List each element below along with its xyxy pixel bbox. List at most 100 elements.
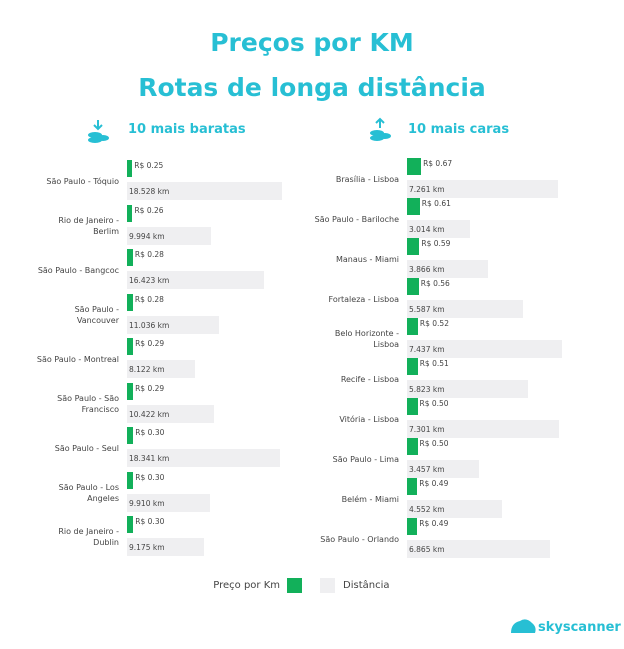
category-label: São Paulo - São Francisco bbox=[57, 393, 119, 414]
distance-label: 3.866 km bbox=[409, 265, 445, 274]
distance-label: 10.422 km bbox=[129, 409, 170, 419]
price-label: R$ 0.59 bbox=[421, 239, 451, 248]
category-label: São Paulo - Tóquio bbox=[46, 176, 119, 186]
distance-bar bbox=[127, 315, 220, 334]
price-bar bbox=[407, 158, 422, 175]
price-label: R$ 0.26 bbox=[134, 205, 164, 215]
category-label: Rio de Janeiro - Dublin bbox=[58, 527, 119, 547]
distance-label: 9.910 km bbox=[129, 498, 165, 508]
price-label: R$ 0.61 bbox=[421, 199, 451, 208]
distance-bar bbox=[407, 340, 562, 358]
distance-label: 7.301 km bbox=[409, 425, 445, 434]
category-label: São Paulo - Montreal bbox=[36, 354, 119, 364]
distance-label: 9.994 km bbox=[129, 231, 165, 241]
price-label: R$ 0.29 bbox=[135, 383, 165, 393]
price-label: R$ 0.29 bbox=[135, 339, 165, 348]
category-label: São Paulo - Orlando bbox=[320, 534, 399, 544]
distance-label: 3.014 km bbox=[409, 225, 445, 234]
category-label: São Paulo - Los Angeles bbox=[58, 482, 119, 503]
distance-label: 3.457 km bbox=[409, 465, 445, 474]
distance-label: 11.036 km bbox=[129, 320, 170, 330]
category-label: São Paulo - Bariloche bbox=[314, 214, 399, 224]
brand-name: skyscanner bbox=[538, 620, 621, 635]
price-label: R$ 0.56 bbox=[420, 279, 450, 288]
distance-bar bbox=[407, 220, 470, 238]
distance-bar bbox=[127, 493, 210, 512]
price-label: R$ 0.30 bbox=[135, 517, 165, 526]
category-label: Belém - Miami bbox=[341, 494, 399, 504]
distance-bar bbox=[407, 260, 488, 278]
category-label: Manaus - Miami bbox=[335, 254, 399, 264]
brand-logo bbox=[511, 619, 536, 633]
price-bar bbox=[127, 204, 133, 222]
category-label: Vitória - Lisboa bbox=[339, 414, 399, 424]
distance-label: 16.423 km bbox=[129, 276, 170, 285]
distance-bar bbox=[407, 420, 560, 438]
category-label: Brasília - Lisboa bbox=[335, 174, 399, 184]
price-bar bbox=[407, 438, 418, 455]
category-label: Rio de Janeiro - Berlim bbox=[58, 215, 119, 236]
price-label: R$ 0.25 bbox=[134, 161, 164, 170]
distance-bar bbox=[127, 404, 215, 423]
price-bar bbox=[407, 198, 420, 215]
category-label: São Paulo - Seul bbox=[54, 443, 119, 453]
distance-bar bbox=[127, 182, 282, 200]
distance-bar bbox=[127, 449, 281, 467]
price-bar bbox=[407, 478, 418, 495]
icon-up bbox=[370, 117, 391, 141]
category-label: São Paulo - Lima bbox=[332, 454, 399, 464]
distance-bar bbox=[407, 180, 559, 198]
legend-swatch bbox=[287, 578, 302, 593]
price-bar bbox=[127, 427, 134, 444]
price-bar bbox=[407, 318, 418, 335]
category-label: São Paulo - Bangcoc bbox=[37, 265, 119, 275]
distance-bar bbox=[407, 540, 551, 558]
price-label: R$ 0.28 bbox=[134, 250, 164, 259]
distance-bar bbox=[127, 271, 265, 289]
distance-bar bbox=[407, 380, 529, 398]
distance-label: 9.175 km bbox=[129, 543, 165, 552]
distance-label: 4.552 km bbox=[409, 505, 445, 514]
price-bar bbox=[127, 249, 133, 266]
distance-label: 6.865 km bbox=[409, 545, 445, 554]
subtitle: Rotas de longa distância bbox=[138, 73, 486, 102]
distance-bar bbox=[127, 360, 195, 378]
distance-bar bbox=[127, 538, 204, 556]
legend-label: Distância bbox=[343, 580, 390, 591]
chart-title: 10 mais caras bbox=[408, 122, 510, 137]
chart-title: 10 mais baratas bbox=[128, 122, 246, 137]
legend-swatch bbox=[320, 578, 335, 593]
price-label: R$ 0.28 bbox=[134, 294, 164, 304]
category-label: Fortaleza - Lisboa bbox=[328, 294, 399, 304]
category-label: Belo Horizonte - Lisboa bbox=[334, 329, 399, 349]
category-label: Recife - Lisboa bbox=[340, 374, 399, 384]
price-bar bbox=[127, 382, 134, 400]
legend-label: Preço por Km bbox=[213, 580, 280, 591]
price-bar bbox=[127, 293, 133, 311]
price-label: R$ 0.51 bbox=[419, 359, 449, 368]
price-bar bbox=[127, 471, 134, 489]
distance-bar bbox=[407, 460, 480, 478]
distance-label: 7.261 km bbox=[409, 185, 445, 194]
distance-label: 7.437 km bbox=[409, 345, 445, 354]
distance-label: 8.122 km bbox=[129, 365, 165, 374]
price-bar bbox=[407, 398, 418, 415]
title: Preços por KM bbox=[210, 28, 414, 57]
category-label: São Paulo - Vancouver bbox=[74, 304, 119, 325]
distance-bar bbox=[407, 300, 524, 318]
distance-label: 5.587 km bbox=[409, 305, 445, 314]
icon-down bbox=[88, 120, 109, 143]
distance-bar bbox=[127, 226, 211, 245]
price-label: R$ 0.52 bbox=[419, 319, 449, 328]
price-label: R$ 0.49 bbox=[419, 519, 449, 528]
price-bar bbox=[407, 238, 420, 255]
price-bar bbox=[127, 160, 133, 177]
price-label: R$ 0.67 bbox=[423, 159, 453, 168]
price-bar bbox=[407, 518, 418, 535]
distance-bar bbox=[407, 500, 502, 518]
distance-label: 5.823 km bbox=[409, 385, 445, 394]
distance-label: 18.341 km bbox=[129, 454, 170, 463]
distance-label: 18.528 km bbox=[129, 187, 170, 196]
price-bar bbox=[407, 358, 418, 375]
